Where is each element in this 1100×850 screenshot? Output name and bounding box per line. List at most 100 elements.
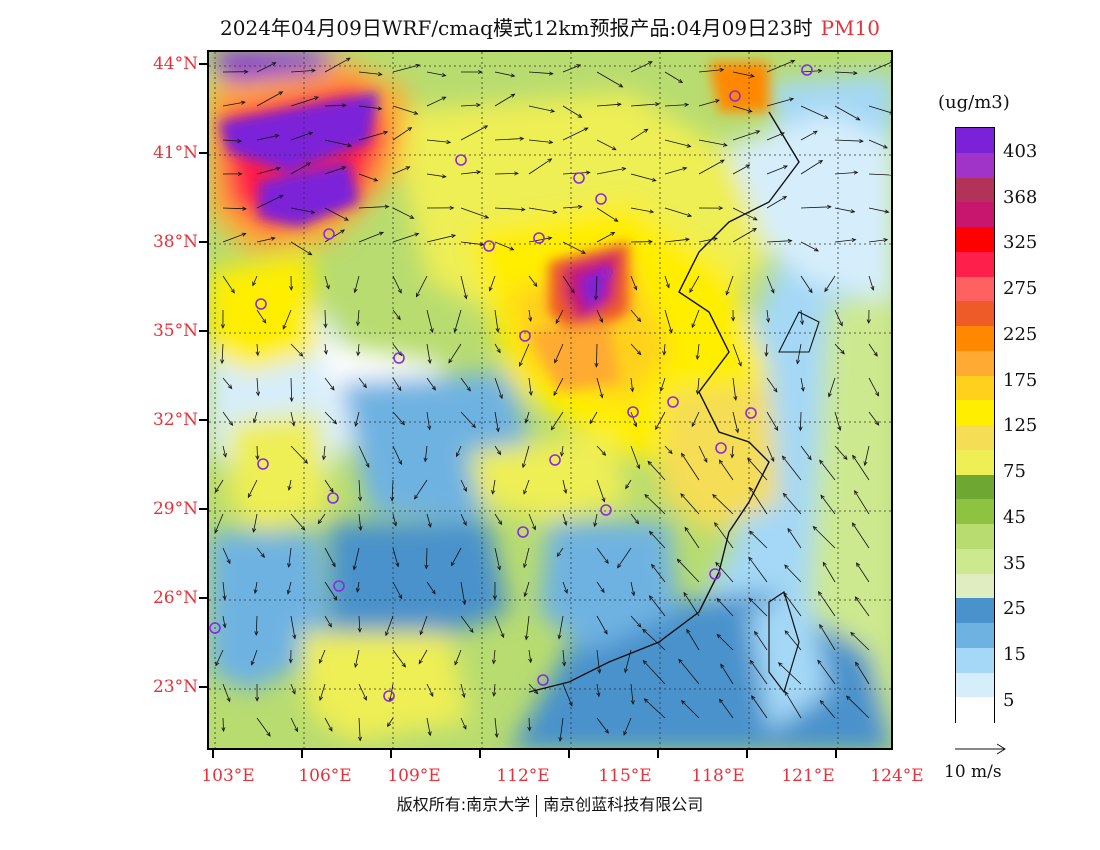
wind-arrow (256, 343, 259, 356)
wind-arrow (834, 309, 843, 326)
wind-arrow (596, 207, 619, 222)
wind-arrow-head (449, 205, 455, 210)
wind-arrow-head (651, 563, 656, 569)
wind-arrow (562, 513, 567, 526)
wind-arrow (358, 513, 362, 531)
legend-label: 75 (1003, 461, 1026, 482)
wind-arrow-head (817, 659, 822, 665)
wind-arrow-head (716, 633, 722, 639)
wind-arrow (460, 513, 467, 526)
wind-arrow-head (533, 689, 539, 695)
wind-arrow-head (633, 422, 637, 428)
wind-arrow-head (414, 232, 420, 237)
wind-arrow (251, 649, 258, 666)
wind-arrow (715, 562, 734, 583)
wind-arrow-head (787, 527, 792, 533)
wind-arrow-head (354, 422, 359, 428)
wind-arrow-head (353, 288, 358, 294)
wind-arrow (664, 139, 691, 147)
wind-arrow (426, 173, 446, 178)
wind-arrow (800, 241, 819, 252)
wind-arrow-head (625, 484, 630, 490)
wind-arrow (868, 173, 891, 176)
wind-arrow-head (621, 167, 627, 172)
wind-arrow (355, 411, 360, 427)
wind-arrow (555, 309, 564, 324)
wind-arrow-head (855, 116, 861, 121)
title-text: 2024年04月09日WRF/cmaq模式12km预报产品:04月09日23时 (220, 16, 813, 40)
wind-arrow (256, 445, 258, 460)
wind-arrow (215, 649, 224, 666)
wind-arrow-head (524, 635, 529, 641)
wind-arrow (392, 309, 401, 320)
wind-arrow-head (577, 204, 583, 209)
wind-arrow (489, 275, 496, 291)
wind-arrow-head (476, 170, 482, 175)
wind-arrow-head (649, 209, 655, 214)
wind-arrow (664, 167, 687, 175)
wind-arrow-head (429, 328, 434, 334)
wind-arrow-head (393, 521, 398, 527)
wind-arrow-head (691, 422, 696, 428)
wind-arrow (664, 207, 692, 217)
wind-arrow (426, 139, 451, 143)
wind-arrow-head (409, 214, 415, 219)
lat-tick (199, 63, 207, 65)
wind-arrow (522, 445, 530, 468)
wind-arrow-head (524, 418, 529, 424)
wind-arrow-head (462, 724, 467, 730)
wind-arrow-head (333, 595, 338, 601)
wind-arrow-head (593, 295, 599, 301)
wind-arrow-head (226, 697, 231, 703)
wind-arrow-head (555, 319, 560, 325)
wind-arrow (392, 377, 402, 391)
legend-swatch (956, 573, 994, 599)
wind-arrow (766, 275, 775, 294)
wind-arrow-head (494, 733, 499, 739)
wind-arrow-head (510, 93, 516, 98)
legend-label: 45 (1003, 507, 1026, 528)
wind-arrow-head (270, 236, 276, 241)
wind-arrow (719, 459, 734, 481)
wind-arrow (732, 343, 742, 367)
wind-arrow (324, 615, 332, 628)
wind-arrow (222, 411, 233, 426)
wind-arrow-head (220, 324, 225, 329)
legend-swatch (956, 524, 994, 550)
wind-arrow-head (352, 565, 357, 571)
wind-arrow-head (260, 553, 266, 558)
wind-arrow (290, 96, 319, 107)
wind-arrow-head (589, 419, 594, 425)
wind-arrow (392, 166, 410, 175)
wind-arrow (630, 581, 635, 596)
wind-arrow (683, 592, 700, 617)
wind-arrow-head (840, 349, 845, 355)
lat-tick (199, 419, 207, 421)
wind-arrow-head (252, 418, 257, 424)
wind-arrow-head (770, 457, 775, 463)
wind-arrow-head (377, 106, 383, 111)
wind-arrow (290, 615, 296, 639)
wind-arrow-head (222, 595, 227, 601)
legend-swatch (956, 227, 994, 253)
wind-arrow-head (289, 397, 294, 403)
wind-arrow-head (431, 589, 436, 595)
wind-arrow (554, 343, 564, 363)
legend-label: 403 (1003, 141, 1038, 162)
wind-arrow (698, 445, 708, 463)
wind-arrow (324, 411, 337, 424)
wind-arrow-head (491, 659, 497, 665)
wind-arrow-head (827, 204, 832, 210)
lat-tick (199, 686, 207, 688)
wind-arrow (256, 167, 281, 175)
wind-arrow (681, 700, 700, 719)
wind-arrow (460, 241, 484, 246)
wind-arrow-head (748, 597, 754, 603)
wind-arrow-head (680, 452, 686, 458)
wind-arrow-head (798, 426, 803, 432)
wind-arrow (392, 649, 406, 668)
wind-arrow-head (884, 209, 890, 214)
wind-arrow-head (678, 658, 683, 664)
wind-arrow (681, 453, 700, 481)
wind-arrow (766, 377, 778, 393)
